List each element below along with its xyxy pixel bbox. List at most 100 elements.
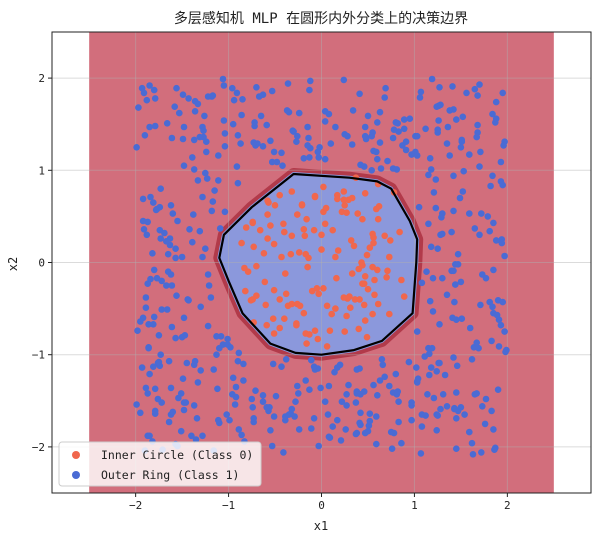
data-point — [482, 395, 490, 403]
data-point — [427, 243, 435, 251]
data-point — [185, 95, 192, 102]
data-point — [329, 423, 337, 430]
data-point — [428, 344, 436, 352]
data-point — [263, 321, 271, 329]
data-point — [323, 343, 331, 350]
data-point — [164, 250, 172, 258]
data-point — [194, 177, 202, 184]
data-point — [363, 251, 371, 259]
data-point — [188, 432, 195, 440]
data-point — [178, 253, 186, 261]
data-point — [240, 360, 247, 368]
data-point — [370, 234, 377, 241]
data-point — [381, 232, 389, 240]
data-point — [361, 429, 369, 437]
data-point — [331, 368, 338, 376]
data-point — [370, 147, 377, 155]
data-point — [405, 358, 413, 366]
data-point — [468, 356, 476, 363]
data-point — [347, 237, 355, 244]
data-point — [382, 84, 389, 92]
data-point — [263, 121, 271, 129]
data-point — [268, 442, 276, 450]
data-point — [457, 144, 465, 151]
data-point — [398, 276, 405, 284]
data-point — [356, 296, 363, 303]
data-point — [249, 404, 256, 411]
data-point — [498, 239, 506, 247]
data-point — [349, 107, 357, 114]
data-point — [267, 427, 274, 434]
data-point — [146, 432, 153, 440]
data-point — [478, 210, 485, 217]
data-point — [466, 210, 473, 217]
data-point — [184, 296, 191, 303]
data-point — [497, 321, 505, 329]
data-point — [270, 148, 278, 156]
data-point — [439, 391, 447, 398]
data-point — [310, 415, 318, 422]
data-point — [267, 137, 274, 145]
data-point — [360, 301, 368, 309]
data-point — [356, 90, 363, 98]
data-point — [377, 165, 385, 172]
data-point — [430, 189, 438, 196]
data-point — [453, 415, 460, 422]
data-point — [300, 155, 308, 162]
data-point — [469, 451, 477, 458]
data-point — [171, 103, 178, 110]
data-point — [230, 96, 238, 104]
data-point — [259, 398, 267, 406]
data-point — [429, 308, 437, 315]
data-point — [384, 267, 391, 275]
data-point — [426, 155, 434, 162]
data-point — [263, 404, 271, 411]
data-point — [383, 274, 390, 281]
data-point — [259, 143, 267, 150]
data-point — [381, 94, 389, 101]
series-0 — [238, 174, 408, 350]
data-point — [337, 437, 345, 444]
data-point — [482, 274, 490, 282]
data-point — [261, 278, 269, 286]
data-point — [194, 379, 202, 386]
data-point — [157, 351, 164, 359]
data-point — [199, 193, 206, 201]
data-point — [311, 193, 319, 201]
data-point — [298, 201, 306, 208]
data-point — [466, 151, 473, 158]
data-point — [253, 84, 260, 91]
data-point — [402, 138, 410, 145]
data-point — [324, 411, 332, 418]
data-point — [282, 416, 289, 424]
data-point — [278, 149, 285, 157]
data-point — [229, 391, 236, 398]
data-point — [450, 207, 457, 215]
x-tick-label: 0 — [318, 499, 325, 512]
data-point — [163, 306, 171, 313]
data-point — [351, 296, 359, 303]
data-point — [427, 364, 435, 371]
data-point — [487, 182, 494, 190]
data-point — [167, 202, 175, 209]
data-point — [134, 327, 141, 335]
data-point — [223, 411, 230, 418]
data-point — [180, 123, 188, 131]
data-point — [488, 407, 495, 415]
y-tick-label: −1 — [32, 349, 45, 362]
data-point — [361, 317, 369, 324]
data-point — [152, 206, 160, 214]
data-point — [314, 335, 322, 343]
data-point — [305, 254, 312, 262]
data-point — [392, 119, 400, 126]
data-point — [345, 196, 352, 204]
data-point — [368, 167, 376, 174]
data-point — [183, 359, 191, 367]
data-point — [315, 442, 323, 450]
data-point — [466, 428, 473, 436]
data-point — [429, 274, 437, 282]
data-point — [389, 165, 397, 172]
data-point — [269, 315, 277, 323]
data-point — [264, 211, 271, 218]
data-point — [197, 367, 204, 374]
